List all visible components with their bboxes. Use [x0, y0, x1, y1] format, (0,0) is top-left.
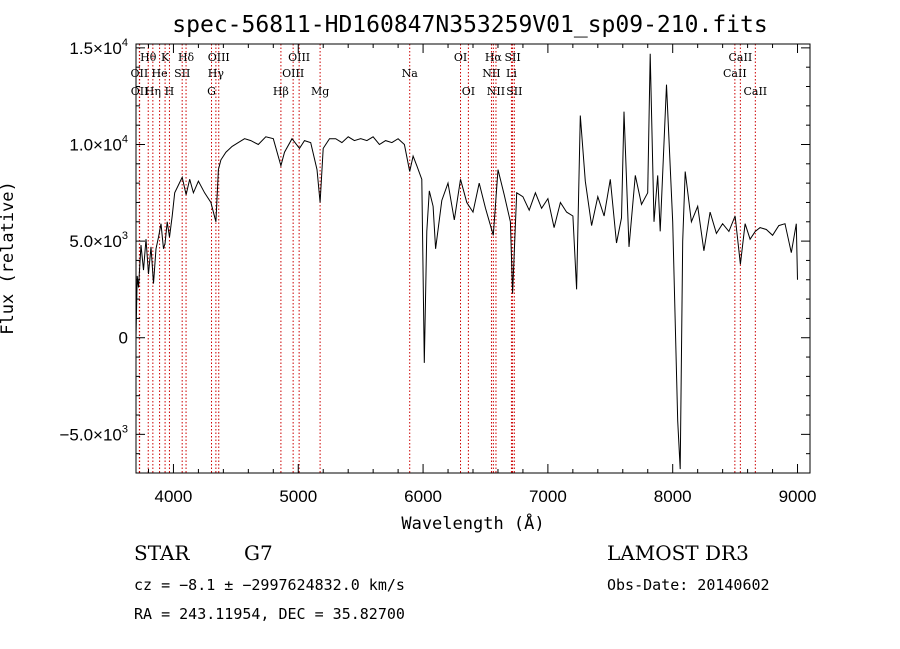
spectral-line-label: SII [506, 85, 522, 98]
x-tick-label: 8000 [654, 487, 692, 506]
chart-title: spec-56811-HD160847N353259V01_sp09-210.f… [172, 12, 767, 38]
spectral-line-label: SII [174, 67, 190, 80]
spectral-line-label: NII [482, 67, 500, 80]
y-tick-label: −5.0×103 [59, 423, 128, 444]
spectral-line-label: OIII [288, 51, 310, 64]
y-tick-label: 5.0×103 [69, 230, 128, 251]
x-tick-label: 5000 [279, 487, 317, 506]
x-tick-label: 4000 [155, 487, 193, 506]
y-tick-mantissa: 0 [119, 329, 128, 348]
x-axis-ticks: 4000 5000 6000 7000 8000 9000 [147, 44, 817, 506]
x-tick-label: 7000 [529, 487, 567, 506]
x-axis-label: Wavelength (Å) [401, 512, 544, 534]
y-axis-label: Flux (relative) [0, 181, 18, 335]
spectral-line-label: He [152, 67, 168, 80]
spectral-line-label: K [161, 51, 170, 64]
spectral-line-label: CaII [729, 51, 753, 64]
spectral-line-label: OI [462, 85, 475, 98]
redshift-text: cz = −8.1 ± −2997624832.0 km/s [134, 576, 405, 594]
y-tick-exponent: 4 [122, 37, 128, 49]
spectral-line-label: Hα [485, 51, 503, 64]
spectral-line-label: OIII [208, 51, 230, 64]
spectral-line-label: Hθ [140, 51, 157, 64]
y-tick-exponent: 3 [122, 423, 128, 435]
y-tick-exponent: 4 [122, 133, 128, 145]
object-type: STAR [134, 541, 190, 565]
spectral-line-markers [138, 44, 756, 473]
spectral-line-label: OIII [282, 67, 304, 80]
x-tick-label: 6000 [404, 487, 442, 506]
y-tick-label: 0 [119, 329, 128, 348]
spectral-line-label: H [165, 85, 175, 98]
spectral-line-label: Hβ [273, 85, 289, 98]
spectral-line-label: G [207, 85, 216, 98]
spectral-line-label: OI [454, 51, 467, 64]
spectral-line-label: OII [131, 67, 149, 80]
flux-line [135, 53, 798, 470]
spectral-line-label: Li [506, 67, 517, 80]
y-tick-mantissa: 5.0×10 [69, 232, 121, 251]
spectral-line-label: Hη [145, 85, 161, 98]
y-tick-mantissa: 1.5×10 [69, 39, 121, 58]
flux-series [135, 53, 798, 470]
observation-date: Obs-Date: 20140602 [607, 576, 770, 594]
spectral-line-label: CaII [743, 85, 767, 98]
spectral-line-label: NII [487, 85, 505, 98]
spectral-line-label: OII [131, 85, 149, 98]
coordinates: RA = 243.11954, DEC = 35.82700 [134, 605, 405, 623]
y-tick-mantissa: −5.0×10 [59, 425, 121, 444]
spectral-line-label: Hγ [208, 67, 225, 80]
x-tick-label: 9000 [779, 487, 817, 506]
plot-frame [135, 43, 811, 474]
y-tick-label: 1.5×104 [69, 37, 128, 58]
y-tick-mantissa: 1.0×10 [69, 135, 121, 154]
spectral-line-label: Mg [311, 85, 329, 98]
y-tick-label: 1.0×104 [69, 133, 128, 154]
spectral-line-label: Na [402, 67, 419, 80]
survey-name: LAMOST DR3 [607, 541, 749, 565]
y-tick-exponent: 3 [122, 230, 128, 242]
spectral-line-label: Hδ [178, 51, 195, 64]
spectral-subclass: G7 [244, 541, 273, 565]
spectral-line-label: CaII [723, 67, 747, 80]
spectral-line-label: SII [504, 51, 520, 64]
